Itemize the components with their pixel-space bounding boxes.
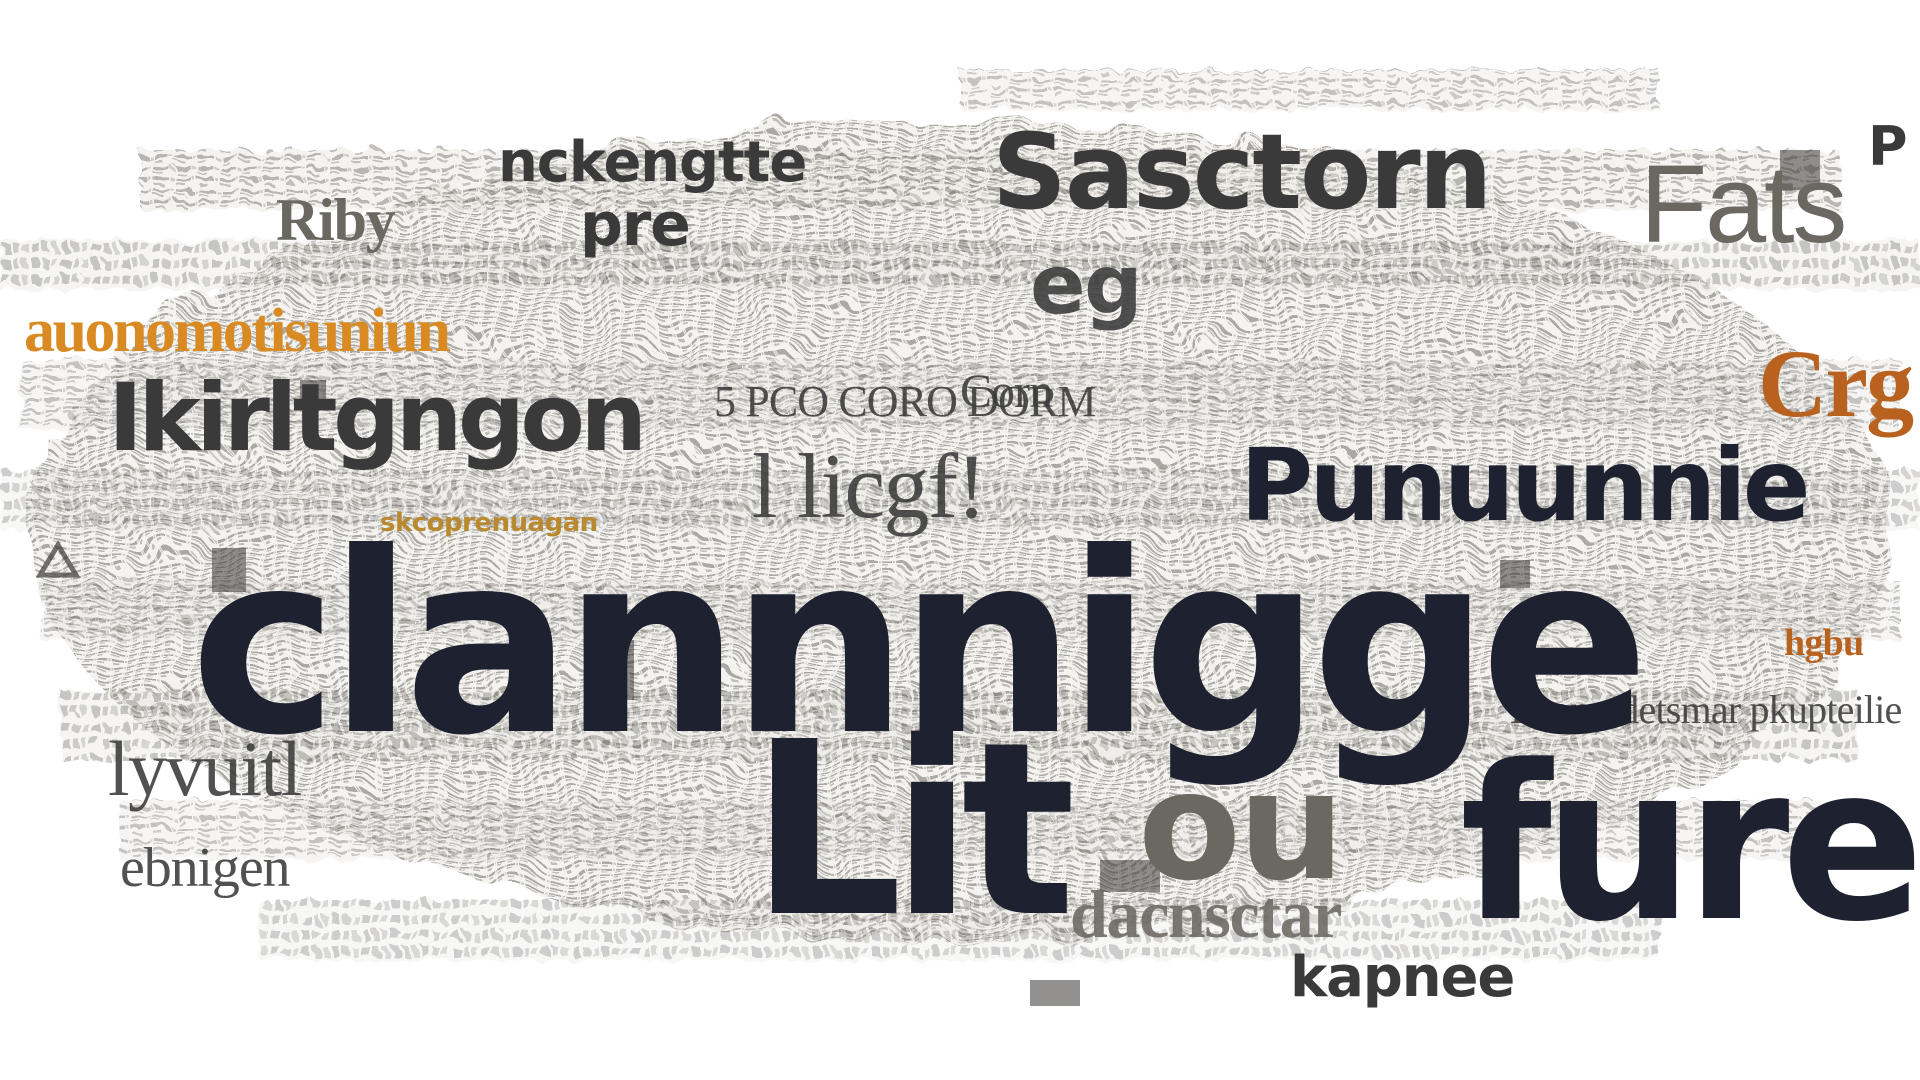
word-riby: Riby	[276, 187, 396, 253]
word-auonomotisuniun: auonomotisuniun	[24, 297, 451, 365]
word-hero-ou: ou	[1138, 740, 1345, 914]
word-ebnigen: ebnigen	[120, 837, 291, 899]
word-hero-lit: Lit	[750, 690, 1076, 970]
word-fats: Fats	[1640, 143, 1847, 266]
word-pre: pre	[580, 190, 691, 260]
word-punuunnie: Punuunnie	[1240, 427, 1811, 544]
word-lyvuitl: lyvuitl	[108, 725, 302, 812]
word-dacnsctar: dacnsctar	[1070, 876, 1342, 952]
word-ikirltgngon: Ikirltgngon	[108, 364, 647, 473]
word-hero-clannnigge: clannnigge	[190, 499, 1650, 790]
word-hero-fure: fure	[1460, 720, 1920, 969]
word-kapnee: kapnee	[1290, 945, 1515, 1010]
word-crg: Crg	[1758, 330, 1914, 437]
word-hgbu: hgbu	[1784, 622, 1864, 664]
word-row-small-1: 5 PCO CORO DORM	[714, 377, 1097, 426]
word-corn: Corn	[960, 365, 1053, 418]
word-row-small-2: Lcomndetsmar pkupteilie	[1510, 687, 1902, 732]
word-licgf: l licgf!	[752, 435, 987, 537]
word-p-right: P	[1868, 115, 1908, 178]
word-skcoprenuagan: skcoprenuagan	[380, 508, 598, 538]
word-nckengtte: nckengtte	[498, 130, 807, 195]
word-eg: eg	[1030, 238, 1143, 333]
word-sasctorn: Sasctorn	[992, 111, 1493, 233]
